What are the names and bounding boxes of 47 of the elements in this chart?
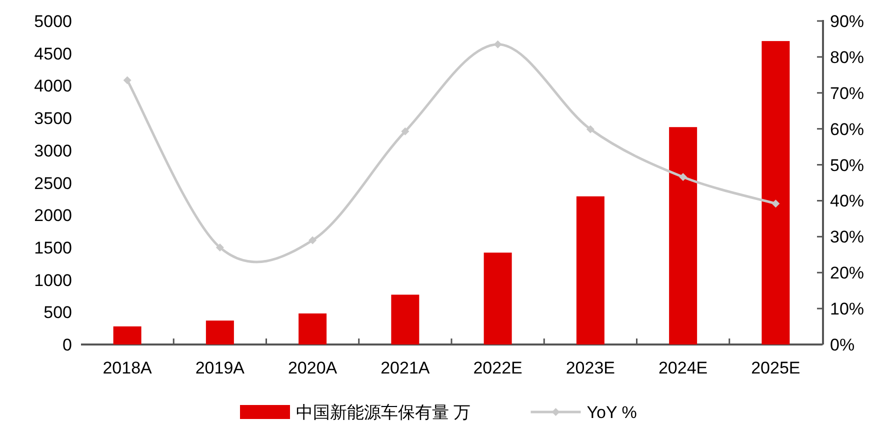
bar xyxy=(669,127,698,344)
point xyxy=(772,200,780,208)
y2-tick-label: 20% xyxy=(830,264,864,283)
x-tick-label: 2019A xyxy=(195,358,246,378)
y-tick-label: 2500 xyxy=(34,174,72,193)
bar xyxy=(576,196,604,344)
x-tick-label: 2024E xyxy=(658,358,708,378)
y-tick-label: 4500 xyxy=(34,44,72,64)
y2-tick-label: 30% xyxy=(830,228,864,247)
y2-tick-label: 90% xyxy=(830,12,864,31)
bar xyxy=(391,294,420,344)
y2-tick-label: 0% xyxy=(830,336,855,354)
y-tick-label: 2000 xyxy=(34,206,72,226)
y-tick-label: 4000 xyxy=(34,76,72,96)
x-tick-label: 2020A xyxy=(288,358,338,378)
y-tick-label: 0 xyxy=(62,336,72,354)
y2-tick-label: 70% xyxy=(830,84,864,103)
point xyxy=(123,76,132,84)
x-tick-label: 2023E xyxy=(566,358,616,378)
y-tick-label: 500 xyxy=(44,303,72,322)
y2-tick-label: 40% xyxy=(830,192,864,211)
bar xyxy=(762,41,790,344)
x-tick-label: 2025E xyxy=(751,358,800,378)
y2-tick-label: 60% xyxy=(830,120,864,139)
y-tick-label: 3000 xyxy=(34,141,72,160)
legend-label: YoY % xyxy=(586,403,637,422)
point xyxy=(308,236,317,244)
y-tick-label: 1500 xyxy=(34,238,72,258)
point xyxy=(494,40,502,48)
x-tick-label: 2022E xyxy=(473,358,522,378)
y-tick-label: 5000 xyxy=(34,12,72,31)
x-tick-label: 2018A xyxy=(102,358,153,378)
point xyxy=(216,243,224,252)
legend-label: 中国新能源车保有量 万 xyxy=(296,403,471,422)
y2-tick-label: 80% xyxy=(830,48,864,67)
bar xyxy=(206,320,234,344)
y2-tick-label: 50% xyxy=(830,156,864,175)
y-tick-label: 1000 xyxy=(34,270,72,290)
bar xyxy=(484,252,512,344)
bar xyxy=(298,313,327,344)
bar xyxy=(113,326,142,344)
point xyxy=(679,173,688,181)
point xyxy=(401,127,410,136)
point xyxy=(586,125,594,134)
y2-tick-label: 10% xyxy=(830,300,864,319)
x-tick-label: 2021A xyxy=(380,358,430,378)
y-tick-label: 3500 xyxy=(34,109,72,128)
